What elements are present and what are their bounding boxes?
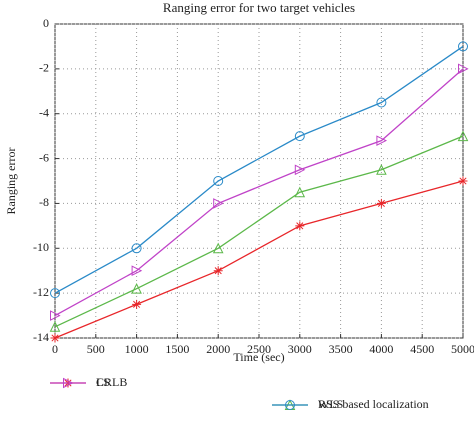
marker bbox=[376, 135, 388, 146]
marker bbox=[213, 198, 224, 209]
marker bbox=[458, 63, 469, 75]
x-tick-label: 4500 bbox=[410, 342, 434, 356]
chart-title: Ranging error for two target vehicles bbox=[163, 0, 355, 15]
marker bbox=[376, 97, 387, 108]
y-tick-label: -4 bbox=[39, 105, 49, 119]
legend-item: LS bbox=[50, 375, 110, 389]
marker bbox=[50, 310, 61, 321]
legend-label: CRLB bbox=[96, 375, 127, 389]
marker bbox=[50, 333, 60, 343]
legend-item: WLS bbox=[272, 397, 343, 411]
x-tick-label: 0 bbox=[52, 342, 58, 356]
y-tick-label: -10 bbox=[33, 240, 49, 254]
marker bbox=[458, 176, 468, 186]
y-tick-label: -14 bbox=[33, 330, 49, 344]
marker bbox=[294, 131, 305, 142]
y-tick-label: -8 bbox=[39, 195, 49, 209]
y-axis-label: Ranging error bbox=[4, 148, 18, 215]
y-tick-label: 0 bbox=[43, 16, 49, 30]
x-tick-label: 2500 bbox=[247, 342, 271, 356]
x-tick-label: 4000 bbox=[369, 342, 393, 356]
legend-item: CRLB bbox=[50, 375, 127, 389]
x-tick-label: 1000 bbox=[125, 342, 149, 356]
legend-item: RSS based localization bbox=[272, 397, 429, 411]
marker bbox=[376, 164, 387, 175]
x-tick-label: 1500 bbox=[165, 342, 189, 356]
marker bbox=[294, 164, 306, 176]
marker bbox=[131, 283, 142, 294]
x-axis-label: Time (sec) bbox=[233, 350, 284, 364]
x-tick-label: 2000 bbox=[206, 342, 230, 356]
marker bbox=[458, 41, 468, 52]
marker bbox=[376, 198, 386, 208]
x-tick-label: 3000 bbox=[288, 342, 312, 356]
y-tick-label: -2 bbox=[39, 61, 49, 75]
legend-label: LS bbox=[96, 375, 110, 389]
legend-label: WLS bbox=[318, 397, 343, 411]
marker bbox=[295, 221, 305, 231]
marker bbox=[63, 377, 74, 389]
marker bbox=[212, 242, 224, 254]
series-line bbox=[54, 135, 464, 328]
marker bbox=[213, 266, 223, 276]
series-line bbox=[54, 180, 464, 339]
x-tick-label: 500 bbox=[87, 342, 105, 356]
marker bbox=[457, 130, 469, 142]
marker bbox=[131, 265, 143, 277]
marker bbox=[50, 288, 60, 299]
legend-label: RSS based localization bbox=[318, 397, 429, 411]
marker bbox=[294, 186, 306, 198]
marker bbox=[131, 243, 142, 254]
series-line bbox=[54, 68, 464, 317]
marker bbox=[285, 400, 295, 410]
x-tick-label: 3500 bbox=[329, 342, 353, 356]
marker bbox=[213, 176, 224, 186]
marker bbox=[132, 299, 142, 309]
y-tick-label: -6 bbox=[39, 150, 49, 164]
marker bbox=[49, 321, 61, 332]
x-tick-label: 5000 bbox=[451, 342, 474, 356]
series-line bbox=[54, 45, 464, 294]
y-tick-label: -12 bbox=[33, 285, 49, 299]
